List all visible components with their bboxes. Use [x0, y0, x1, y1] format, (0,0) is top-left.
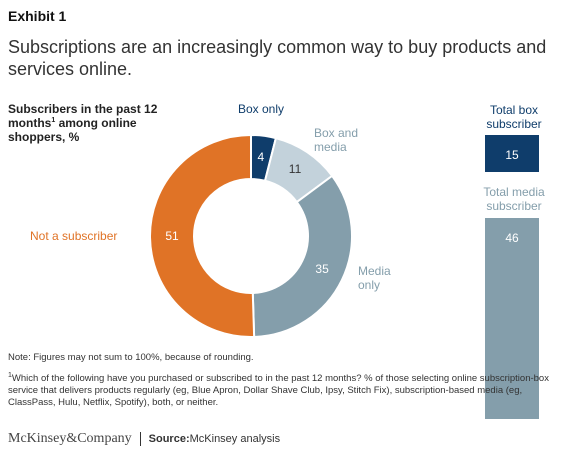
- slice-not-subscriber: [149, 133, 256, 338]
- slice-value-box-only: 4: [257, 149, 265, 164]
- footnote-text: Which of the following have you purchase…: [8, 373, 549, 408]
- label-box-and-media: Box and media: [314, 126, 359, 154]
- footnote-marker: 1: [8, 371, 12, 379]
- bar-value-total-media: 46: [505, 231, 519, 245]
- chart-subtitle: Subscribers in the past 12 months1 among…: [8, 102, 158, 144]
- brand-logo: McKinsey&Company: [8, 431, 132, 446]
- label-total-media: Total media subscriber: [483, 185, 545, 213]
- subtitle-footnote-marker: 1: [51, 117, 56, 124]
- subtitle-text-2: among online shoppers, %: [8, 116, 137, 144]
- slice-value-not-subscriber: 51: [165, 229, 179, 244]
- bar-total-media: [485, 218, 539, 419]
- slice-value-media-only: 35: [315, 262, 329, 277]
- note: Note: Figures may not sum to 100%, becau…: [8, 352, 254, 363]
- subtitle-text-1: Subscribers in the past 12 months: [8, 102, 158, 130]
- footer-divider: [139, 432, 141, 446]
- footer: McKinsey&Company Source: McKinsey analys…: [8, 431, 280, 447]
- slice-media-only: [251, 174, 353, 338]
- exhibit-label: Exhibit 1: [8, 8, 67, 24]
- footnote: 1Which of the following have you purchas…: [8, 371, 568, 409]
- label-total-box: Total box subscriber: [486, 103, 542, 131]
- source-label: Source:: [148, 433, 190, 445]
- chart-title: Subscriptions are an increasingly common…: [8, 37, 547, 79]
- label-box-only: Box only: [237, 102, 285, 116]
- slice-value-box-and-media: 11: [288, 162, 302, 177]
- label-media-only: Media only: [358, 264, 391, 292]
- label-not-subscriber: Not a subscriber: [30, 229, 118, 243]
- source-text: McKinsey analysis: [189, 433, 281, 445]
- bar-total-box: [485, 135, 539, 173]
- bar-value-total-box: 15: [505, 148, 519, 162]
